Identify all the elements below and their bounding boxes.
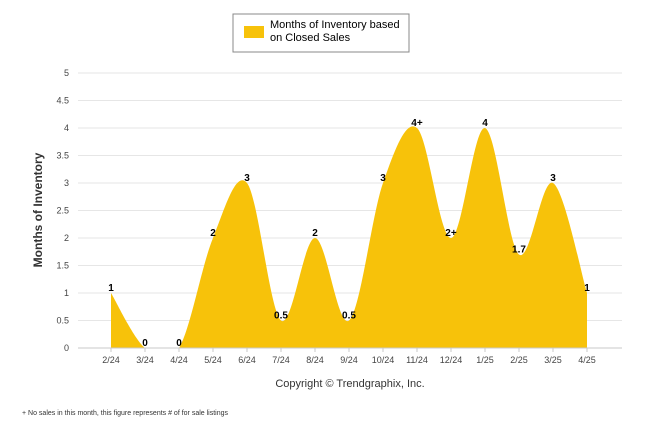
y-tick-label-5: 2.5	[56, 206, 69, 216]
x-axis: 2/24 3/24 4/24 5/24 6/24 7/24 8/24 9/24 10/24 11/…	[78, 347, 622, 365]
data-label-7: 0.5	[342, 311, 356, 322]
x-tick-label-3: 5/24	[204, 355, 222, 365]
data-label-11: 4	[482, 118, 488, 129]
x-tick-label-2: 4/24	[170, 355, 188, 365]
copyright-text: Copyright © Trendgraphix, Inc.	[275, 378, 424, 390]
area-series-fill	[111, 126, 587, 348]
data-label-4: 3	[244, 173, 250, 184]
x-tick-label-13: 3/25	[544, 355, 562, 365]
x-tick-label-12: 2/25	[510, 355, 528, 365]
data-labels: 1 0 0 2 3 0.5 2 0.5 3 4+ 2+ 4 1.7 3 1	[108, 118, 590, 349]
data-label-1: 0	[142, 338, 148, 349]
data-label-13: 3	[550, 173, 556, 184]
area-series	[111, 126, 587, 348]
y-tick-label-8: 4	[64, 123, 69, 133]
y-tick-label-4: 2	[64, 233, 69, 243]
data-label-9: 4+	[411, 118, 423, 129]
x-tick-label-10: 12/24	[440, 355, 463, 365]
legend: Months of Inventory based on Closed Sale…	[232, 13, 410, 53]
x-tick-label-6: 8/24	[306, 355, 324, 365]
x-tick-label-5: 7/24	[272, 355, 290, 365]
y-tick-label-3: 1.5	[56, 261, 69, 271]
y-tick-label-7: 3.5	[56, 151, 69, 161]
data-label-14: 1	[584, 283, 590, 294]
data-label-10: 2+	[445, 228, 457, 239]
y-axis: 0 0.5 1 1.5 2 2.5 3 3.5 4 4.5 5	[56, 68, 69, 353]
x-tick-label-11: 1/25	[476, 355, 494, 365]
grid-lines	[78, 72, 622, 349]
x-tick-label-7: 9/24	[340, 355, 358, 365]
data-label-12: 1.7	[512, 245, 526, 256]
data-label-0: 1	[108, 283, 114, 294]
data-label-2: 0	[176, 338, 182, 349]
x-tick-label-1: 3/24	[136, 355, 154, 365]
y-axis-title: Months of Inventory	[31, 152, 45, 267]
legend-swatch	[244, 26, 264, 38]
x-tick-label-0: 2/24	[102, 355, 120, 365]
data-label-3: 2	[210, 228, 216, 239]
data-label-6: 2	[312, 228, 318, 239]
footnote-text: + No sales in this month, this figure re…	[22, 410, 229, 417]
y-tick-label-10: 5	[64, 68, 69, 78]
legend-line-1: Months of Inventory based	[270, 19, 400, 31]
y-tick-label-2: 1	[64, 288, 69, 298]
x-tick-label-9: 11/24	[406, 355, 428, 365]
legend-line-2: on Closed Sales	[270, 32, 351, 44]
y-tick-label-0: 0	[64, 343, 69, 353]
x-tick-label-14: 4/25	[578, 355, 596, 365]
data-label-5: 0.5	[274, 311, 288, 322]
y-tick-label-6: 3	[64, 178, 69, 188]
data-label-8: 3	[380, 173, 386, 184]
x-tick-label-4: 6/24	[238, 355, 256, 365]
x-tick-label-8: 10/24	[372, 355, 395, 365]
y-tick-label-9: 4.5	[56, 96, 69, 106]
y-tick-label-1: 0.5	[56, 316, 69, 326]
